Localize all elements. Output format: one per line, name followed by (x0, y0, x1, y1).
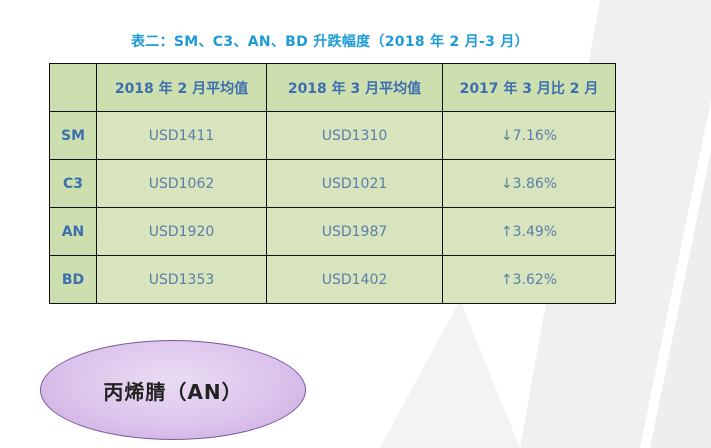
mar-value: USD1402 (266, 255, 443, 304)
feb-value: USD1411 (96, 111, 267, 160)
row-label: AN (49, 207, 97, 256)
feb-value: USD1920 (96, 207, 267, 256)
change-value: ↓7.16% (442, 111, 616, 160)
section-label: 丙烯腈（AN） (103, 379, 243, 404)
header-cell-mar-avg: 2018 年 3 月平均值 (266, 63, 443, 112)
header-cell-change: 2017 年 3 月比 2 月 (442, 63, 616, 112)
change-value: ↓3.86% (442, 159, 616, 208)
header-cell-feb-avg: 2018 年 2 月平均值 (96, 63, 267, 112)
mar-value: USD1310 (266, 111, 443, 160)
change-value: ↑3.49% (442, 207, 616, 256)
row-label: SM (49, 111, 97, 160)
table-title: 表二：SM、C3、AN、BD 升跌幅度（2018 年 2 月-3 月） (130, 34, 529, 50)
bg-stripe-3 (380, 300, 520, 448)
bg-stripe-1 (520, 0, 711, 448)
header-cell-corner (49, 63, 97, 112)
row-label: BD (49, 255, 97, 304)
row-label: C3 (49, 159, 97, 208)
section-label-ellipse: 丙烯腈（AN） (40, 340, 306, 440)
feb-value: USD1062 (96, 159, 267, 208)
feb-value: USD1353 (96, 255, 267, 304)
table-row: C3 USD1062 USD1021 ↓3.86% (49, 159, 616, 208)
mar-value: USD1987 (266, 207, 443, 256)
mar-value: USD1021 (266, 159, 443, 208)
change-value: ↑3.62% (442, 255, 616, 304)
table-header-row: 2018 年 2 月平均值 2018 年 3 月平均值 2017 年 3 月比 … (49, 63, 616, 112)
table-row: BD USD1353 USD1402 ↑3.62% (49, 255, 616, 304)
price-change-table: 2018 年 2 月平均值 2018 年 3 月平均值 2017 年 3 月比 … (49, 63, 616, 304)
table-row: AN USD1920 USD1987 ↑3.49% (49, 207, 616, 256)
table-row: SM USD1411 USD1310 ↓7.16% (49, 111, 616, 160)
bg-stripe-2 (650, 150, 711, 448)
